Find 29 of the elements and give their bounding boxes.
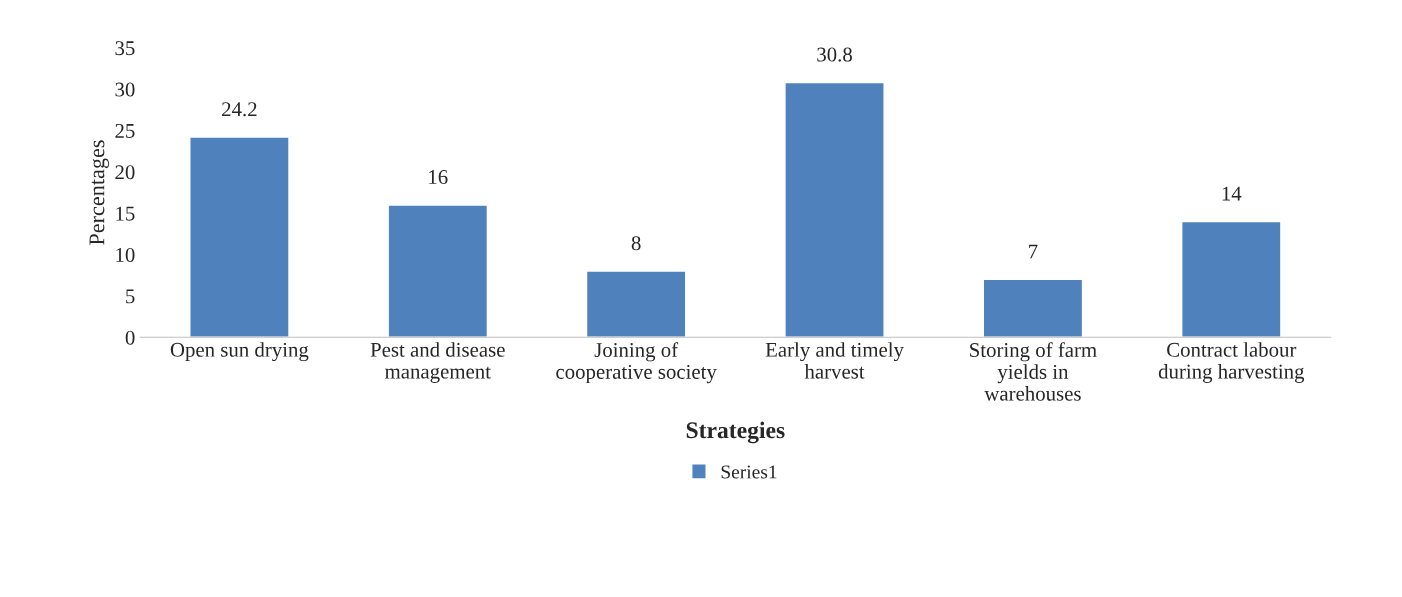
data-label: 14 [1222,186,1242,201]
y-axis-title: Percentages [89,140,109,245]
bar [585,270,687,338]
x-tick-label: Open sun drying [170,342,309,362]
data-label: 7 [1029,244,1038,259]
y-tick-label: 25 [115,123,135,138]
bar [189,136,290,338]
y-tick-label: 15 [116,206,135,221]
bar [982,278,1084,338]
x-axis-title: Strategies [686,421,785,444]
y-tick-label: 10 [116,247,135,263]
x-tick-label: Early and timely harvest [765,342,904,379]
y-tick-label: 30 [115,82,135,97]
x-tick-label: Joining of cooperative society [556,342,717,384]
legend-label: Series1 [721,465,777,479]
data-label: 8 [631,236,641,251]
x-tick-label: Storing of farm yields in warehouses [970,342,1097,401]
y-tick-label: 20 [115,165,135,180]
x-tick-label: Contract labour during harvesting [1158,342,1305,383]
data-label: 16 [429,170,448,185]
bar [784,81,885,338]
data-label: 24.2 [222,102,257,117]
y-tick-label: 5 [126,289,135,304]
bar [387,204,489,338]
bar [1181,220,1282,338]
y-tick-label: 35 [115,41,135,56]
data-label: 30.8 [817,47,852,62]
y-tick-label: 0 [125,330,135,345]
x-tick-label: Pest and disease management [370,342,505,383]
